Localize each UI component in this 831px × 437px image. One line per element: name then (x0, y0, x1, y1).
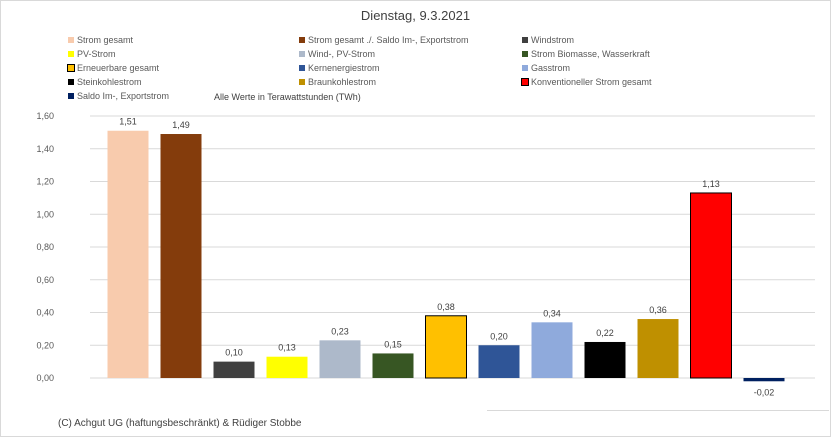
copyright-box (2, 404, 488, 435)
legend-swatch (521, 78, 529, 86)
data-label: 0,15 (384, 339, 402, 349)
data-label: 0,36 (649, 305, 667, 315)
bar-8 (531, 322, 573, 378)
legend-label: Strom Biomasse, Wasserkraft (531, 49, 650, 59)
chart-title: Dienstag, 9.3.2021 (360, 8, 471, 23)
legend-swatch (68, 93, 74, 99)
legend-swatch (299, 51, 305, 57)
y-tick-label: 1,20 (36, 177, 54, 187)
legend-label: Gasstrom (531, 63, 571, 73)
legend-label: Strom gesamt (77, 35, 134, 45)
legend-label: Saldo Im-, Exportstrom (77, 91, 170, 101)
data-label: 0,22 (596, 328, 614, 338)
bar-9 (584, 341, 626, 378)
bar-2 (213, 361, 255, 378)
legend-swatch (68, 51, 74, 57)
bar-4 (319, 340, 361, 378)
legend-item: Windstrom (522, 35, 574, 45)
legend-swatch (299, 79, 305, 85)
data-label: 0,10 (225, 348, 243, 358)
bar-11 (690, 192, 732, 379)
legend-item: Saldo Im-, Exportstrom (68, 91, 169, 101)
copyright-text: (C) Achgut UG (haftungsbeschränkt) & Rüd… (58, 418, 302, 429)
legend-label: Erneuerbare gesamt (77, 63, 160, 73)
data-label: 0,38 (437, 302, 455, 312)
legend-item: Braunkohlestrom (299, 77, 376, 87)
bar-12 (743, 378, 785, 382)
bar-1 (160, 134, 202, 378)
bar-7 (478, 345, 520, 378)
divider (487, 410, 829, 411)
data-label: 1,51 (119, 117, 137, 127)
data-label: 0,23 (331, 326, 349, 336)
legend-item: Erneuerbare gesamt (67, 63, 160, 73)
legend-swatch (299, 65, 305, 71)
data-label: 0,20 (490, 331, 508, 341)
data-label: 0,13 (278, 343, 296, 353)
legend-label: PV-Strom (77, 49, 116, 59)
legend-item: Strom gesamt (68, 35, 133, 45)
data-label: 1,49 (172, 120, 190, 130)
y-tick-label: 1,00 (36, 209, 54, 219)
y-tick-label: 0,80 (36, 242, 54, 252)
bar-5 (372, 353, 414, 378)
legend-item: Strom Biomasse, Wasserkraft (522, 49, 650, 59)
data-label: -0,02 (754, 387, 775, 397)
y-tick-label: 1,40 (36, 144, 54, 154)
legend-swatch (522, 65, 528, 71)
legend-swatch (522, 51, 528, 57)
legend-item: Konventioneller Strom gesamt (521, 77, 652, 87)
y-tick-label: 0,40 (36, 308, 54, 318)
legend-label: Braunkohlestrom (308, 77, 377, 87)
legend-label: Konventioneller Strom gesamt (531, 77, 652, 87)
legend-item: Gasstrom (522, 63, 570, 73)
legend-item: Strom gesamt ./. Saldo Im-, Exportstrom (299, 35, 469, 45)
bar-6 (425, 315, 467, 379)
legend-label: Windstrom (531, 35, 575, 45)
legend-label: Wind-, PV-Strom (308, 49, 376, 59)
bar-3 (266, 356, 308, 378)
y-tick-label: 0,60 (36, 275, 54, 285)
legend-label: Strom gesamt ./. Saldo Im-, Exportstrom (308, 35, 469, 45)
legend-item: Kernenergiestrom (299, 63, 380, 73)
y-tick-label: 0,20 (36, 340, 54, 350)
data-label: 1,13 (702, 179, 720, 189)
legend-swatch (299, 37, 305, 43)
legend-item: Wind-, PV-Strom (299, 49, 375, 59)
legend-label: Kernenergiestrom (308, 63, 380, 73)
bar-10 (637, 319, 679, 378)
legend-item: Steinkohlestrom (68, 77, 142, 87)
y-tick-label: 1,60 (36, 111, 54, 121)
legend-swatch (68, 79, 74, 85)
legend-swatch (522, 37, 528, 43)
legend-label: Steinkohlestrom (77, 77, 142, 87)
bar-0 (107, 130, 149, 378)
data-label: 0,34 (543, 308, 561, 318)
legend-swatch (67, 64, 75, 72)
legend-swatch (68, 37, 74, 43)
units-note: Alle Werte in Terawattstunden (TWh) (214, 92, 361, 102)
legend-item: PV-Strom (68, 49, 116, 59)
y-tick-label: 0,00 (36, 373, 54, 383)
